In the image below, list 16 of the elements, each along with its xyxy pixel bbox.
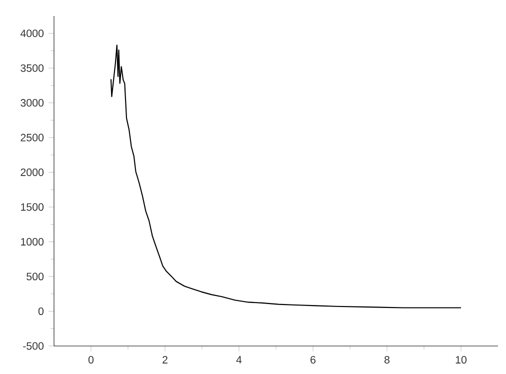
y-tick-label: 3000 — [20, 99, 44, 107]
y-tick-label: 0 — [38, 307, 44, 316]
x-tick-label: 10 — [456, 356, 467, 364]
y-tick-label: 4000 — [20, 30, 44, 38]
x-tick-label: 8 — [384, 356, 390, 364]
y-tick-label: -500 — [23, 342, 44, 350]
x-tick-label: 4 — [236, 356, 242, 364]
y-tick-label: 1000 — [21, 238, 44, 246]
x-tick-label: 0 — [88, 356, 94, 364]
y-tick-label: 3500 — [20, 64, 44, 72]
y-tick-label: 1500 — [21, 203, 44, 211]
y-tick-label: 2000 — [20, 168, 44, 176]
x-tick-label: 6 — [310, 356, 316, 364]
y-tick-label: 500 — [26, 272, 44, 280]
x-tick-label: 2 — [162, 356, 168, 364]
y-tick-label: 2500 — [20, 134, 44, 142]
